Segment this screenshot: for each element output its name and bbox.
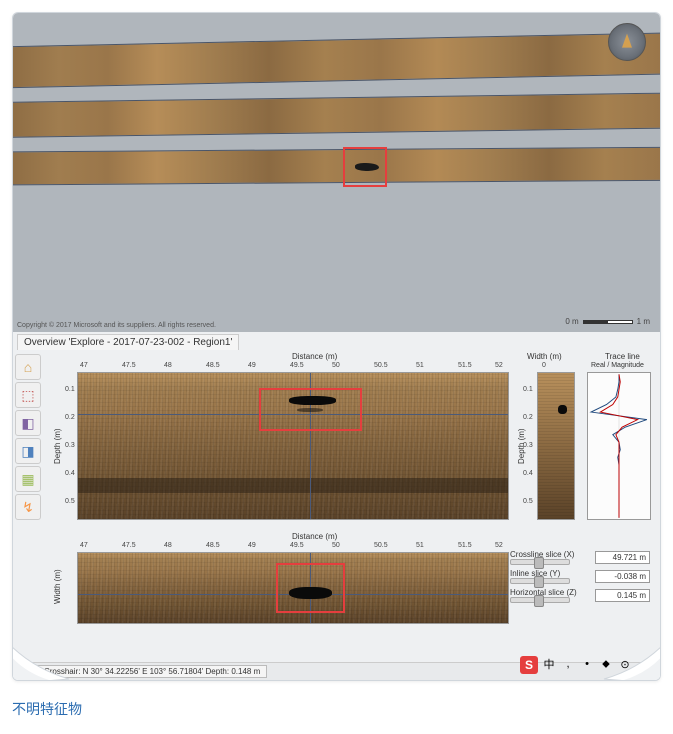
scan-strip — [13, 147, 660, 186]
tool-grid[interactable]: ▦ — [15, 466, 41, 492]
y-tick: 0.5 — [523, 498, 533, 505]
trace-label: Trace line — [605, 352, 640, 361]
left-toolbar: ⌂ ⬚ ◧ ◨ ▦ ↯ — [15, 354, 45, 520]
tool-home[interactable]: ⌂ — [15, 354, 41, 380]
scan-strip — [13, 32, 660, 89]
ime-icon[interactable]: • — [579, 656, 595, 672]
tool-region[interactable]: ⬚ — [15, 382, 41, 408]
y-tick: 0.1 — [523, 386, 533, 393]
tab-overview[interactable]: Overview 'Explore - 2017-07-23-002 - Reg… — [17, 334, 239, 350]
y-axis-label-main: Depth (m) — [53, 428, 62, 464]
x-tick: 51 — [416, 362, 424, 369]
selection-box[interactable] — [276, 563, 345, 613]
y-tick: 0.4 — [523, 470, 533, 477]
y-tick: 0.3 — [523, 442, 533, 449]
scale-right: 1 m — [637, 317, 650, 326]
selection-box[interactable] — [259, 388, 362, 432]
y-tick: 0.1 — [65, 386, 75, 393]
x-tick: 48.5 — [206, 542, 220, 549]
y-tick: 0.2 — [65, 414, 75, 421]
panels-area: Distance (m) 47 47.5 48 48.5 49 49.5 50 … — [47, 354, 656, 660]
crossline-value[interactable]: 49.721 m — [595, 551, 650, 564]
x-tick: 47 — [80, 362, 88, 369]
trace-legend: Real / Magnitude — [591, 362, 644, 369]
crossline-slider[interactable] — [510, 559, 570, 565]
x-tick: 48.5 — [206, 362, 220, 369]
tool-slice-b[interactable]: ◨ — [15, 438, 41, 464]
sogou-icon[interactable]: S — [520, 656, 538, 674]
slice-label: Horizontal slice (Z) — [510, 588, 591, 597]
main-cross-section[interactable] — [77, 372, 509, 520]
x-tick: 50 — [332, 542, 340, 549]
x-tick: 50 — [332, 362, 340, 369]
x-tick: 49.5 — [290, 362, 304, 369]
x-tick: 50.5 — [374, 542, 388, 549]
width-axis-label: Width (m) — [527, 352, 562, 361]
tool-wave[interactable]: ↯ — [15, 494, 41, 520]
x-tick: 47 — [80, 542, 88, 549]
x-tick: 49 — [248, 362, 256, 369]
inline-slider[interactable] — [510, 578, 570, 584]
trace-line-panel[interactable] — [587, 372, 651, 520]
x-tick: 48 — [164, 542, 172, 549]
ime-lang-icon[interactable]: 中 — [541, 656, 557, 672]
y-axis-label-bottom: Width (m) — [53, 569, 62, 604]
scale-bar-graphic — [583, 320, 633, 324]
ime-icon[interactable]: ⊙ — [617, 656, 633, 672]
globe-icon[interactable]: 🌐 — [19, 667, 29, 676]
horizontal-slider[interactable] — [510, 597, 570, 603]
topview-3d[interactable]: Copyright © 2017 Microsoft and its suppl… — [13, 13, 660, 332]
trace-svg — [588, 373, 650, 519]
inline-value[interactable]: -0.038 m — [595, 570, 650, 583]
figure-card: Copyright © 2017 Microsoft and its suppl… — [12, 12, 661, 681]
x-axis-label-bottom: Distance (m) — [292, 532, 337, 541]
tool-slice-a[interactable]: ◧ — [15, 410, 41, 436]
scale-bar: 0 m 1 m — [565, 317, 650, 326]
x-tick: 47.5 — [122, 542, 136, 549]
status-coords: Crosshair: N 30° 34.22256' E 103° 56.718… — [37, 665, 267, 678]
ime-punct-icon[interactable]: , — [560, 656, 576, 672]
y-tick: 0.3 — [65, 442, 75, 449]
x-tick: 52 — [495, 542, 503, 549]
x-tick: 51.5 — [458, 542, 472, 549]
overview-panel: Overview 'Explore - 2017-07-23-002 - Reg… — [13, 332, 660, 680]
y-tick: 0.5 — [65, 498, 75, 505]
compass-icon[interactable] — [608, 23, 646, 61]
x-tick: 48 — [164, 362, 172, 369]
x-axis-label-main: Distance (m) — [292, 352, 337, 361]
ime-icon[interactable]: ⬥ — [598, 656, 614, 672]
bottom-plan-section[interactable] — [77, 552, 509, 624]
slice-label: Crossline slice (X) — [510, 550, 591, 559]
x-tick: 50.5 — [374, 362, 388, 369]
x-tick: 49 — [248, 542, 256, 549]
selection-box[interactable] — [343, 147, 387, 187]
horizontal-value[interactable]: 0.145 m — [595, 589, 650, 602]
y-tick: 0.2 — [523, 414, 533, 421]
ime-icon[interactable]: ↓ — [636, 656, 652, 672]
y-tick: 0.4 — [65, 470, 75, 477]
x-tick: 52 — [495, 362, 503, 369]
x-tick: 51.5 — [458, 362, 472, 369]
ime-tray: S 中 , • ⬥ ⊙ ↓ — [520, 656, 652, 674]
width-section[interactable] — [537, 372, 575, 520]
reflection-band — [78, 478, 508, 493]
anomaly-mark — [558, 405, 567, 414]
x-tick: 51 — [416, 542, 424, 549]
copyright-text: Copyright © 2017 Microsoft and its suppl… — [17, 322, 216, 329]
x-tick: 49.5 — [290, 542, 304, 549]
scale-left: 0 m — [565, 317, 578, 326]
slice-controls: Crossline slice (X) 49.721 m Inline slic… — [510, 550, 650, 607]
scan-strip — [13, 92, 660, 138]
figure-caption: 不明特征物 — [12, 699, 661, 719]
x-tick: 47.5 — [122, 362, 136, 369]
slice-label: Inline slice (Y) — [510, 569, 591, 578]
width-tick: 0 — [542, 362, 546, 369]
